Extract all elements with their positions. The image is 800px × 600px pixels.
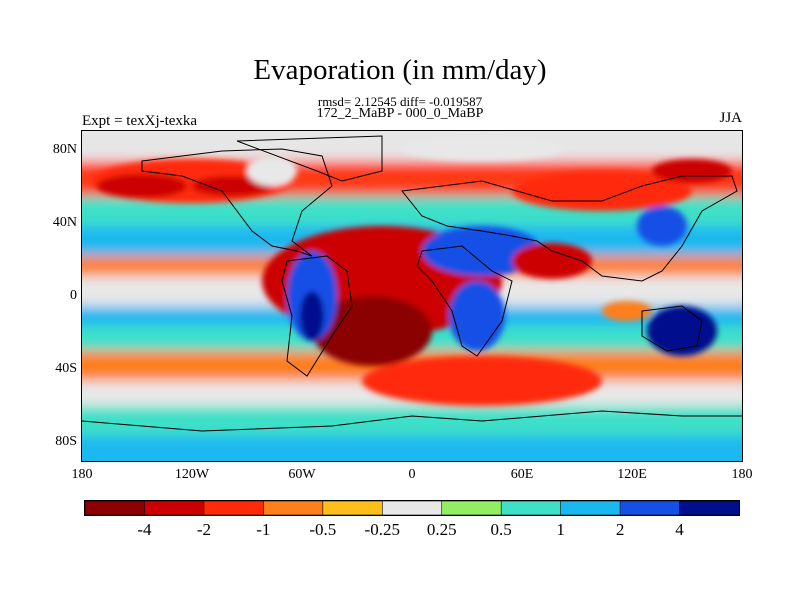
colorbar-swatch [679,501,739,515]
colorbar-tick-label: -0.25 [364,520,400,539]
colorbar-swatch [203,501,265,515]
colorbar-swatch [322,501,384,515]
lat-tick-label: 80S [55,434,77,449]
colorbar-tick-label: 2 [615,520,625,539]
lon-tick-label: 120W [174,467,210,482]
colorbar-swatch [85,501,146,515]
lat-tick-label: 80N [52,142,77,157]
colorbar-swatch [441,501,502,515]
colorbar-tick-label: -4 [137,520,152,539]
colorbar-tick-label: 1 [556,520,565,539]
colorbar-swatch [619,501,681,515]
lon-tick-label: 60E [510,467,534,482]
colorbar-tick-label: -0.5 [309,520,337,539]
colorbar-swatch [500,501,562,515]
experiment-difference-subtitle: 172_2_MaBP - 000_0_MaBP [316,106,484,121]
lat-tick-label: 40N [52,215,77,230]
colorbar-tick-label: 4 [675,520,684,539]
anomaly-patches [92,137,732,406]
colorbar-swatch [381,501,443,515]
colorbar-swatch [560,501,621,515]
lon-tick-label: 120E [617,467,647,482]
lon-tick-label: 0 [408,467,416,482]
colorbar-swatch [263,501,324,515]
lon-tick-label: 180 [71,467,93,482]
lon-tick-label: 180 [731,467,753,482]
season-label: JJA [719,110,742,126]
coastlines [82,135,742,432]
lat-tick-label: 40S [55,361,77,376]
lat-tick-label: 0 [70,288,77,303]
colorbar [84,500,740,516]
colorbar-tick-label: 0.5 [490,520,512,539]
colorbar-tick-label: -1 [256,520,271,539]
colorbar-tick-label: -2 [196,520,211,539]
colorbar-tick-label: 0.25 [426,520,457,539]
colorbar-swatch [144,501,205,515]
chart-title: Evaporation (in mm/day) [253,54,547,86]
lon-tick-label: 60W [288,467,316,482]
experiment-label: Expt = texXj-texka [82,113,198,129]
rmsd-diff-stats: rmsd= 2.12545 diff= -0.019587 [317,94,483,109]
evaporation-map [81,130,743,462]
